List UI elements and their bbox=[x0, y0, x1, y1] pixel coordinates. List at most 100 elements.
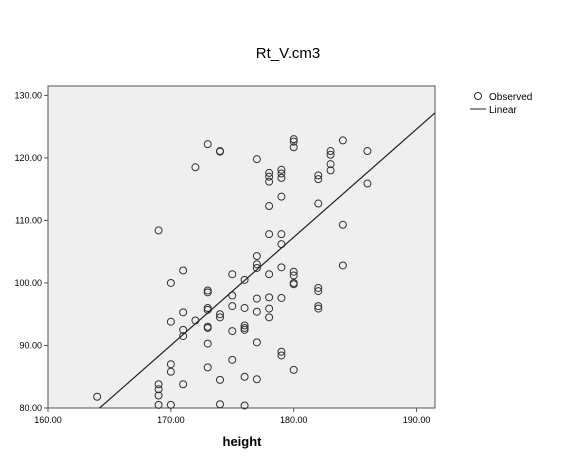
observed-point bbox=[277, 293, 286, 302]
observed-point bbox=[166, 278, 175, 287]
observed-point bbox=[166, 360, 175, 369]
observed-point bbox=[289, 271, 298, 280]
observed-point bbox=[277, 263, 286, 272]
observed-point bbox=[265, 172, 274, 181]
observed-point bbox=[203, 323, 212, 332]
observed-point bbox=[154, 226, 163, 235]
observed-point bbox=[265, 168, 274, 177]
observed-point bbox=[228, 270, 237, 279]
legend: Observed Linear bbox=[470, 92, 532, 116]
observed-point bbox=[314, 304, 323, 313]
observed-point bbox=[265, 177, 274, 186]
observed-point bbox=[363, 147, 372, 156]
observed-point bbox=[289, 137, 298, 146]
x-axis: 160.00 170.00 180.00 190.00 bbox=[34, 408, 430, 425]
observed-point bbox=[228, 355, 237, 364]
observed-point bbox=[326, 147, 335, 156]
observed-point bbox=[314, 283, 323, 292]
observed-point bbox=[240, 303, 249, 312]
observed-point bbox=[252, 260, 261, 269]
observed-point bbox=[179, 380, 188, 389]
observed-point bbox=[154, 380, 163, 389]
legend-observed-label: Observed bbox=[489, 92, 532, 103]
linear-fit-line bbox=[99, 112, 435, 408]
observed-point bbox=[191, 163, 200, 172]
observed-point bbox=[314, 199, 323, 208]
y-tick-label: 100.00 bbox=[14, 278, 42, 288]
observed-point bbox=[203, 339, 212, 348]
observed-point bbox=[179, 325, 188, 334]
observed-point bbox=[154, 391, 163, 400]
observed-point bbox=[252, 307, 261, 316]
x-axis-label: height bbox=[223, 434, 263, 449]
observed-point bbox=[338, 136, 347, 145]
observed-point bbox=[277, 165, 286, 174]
observed-point bbox=[338, 220, 347, 229]
observed-point bbox=[289, 135, 298, 144]
observed-point bbox=[314, 171, 323, 180]
observed-point bbox=[228, 302, 237, 311]
observed-point bbox=[265, 293, 274, 302]
observed-point bbox=[277, 351, 286, 360]
observed-point bbox=[252, 338, 261, 347]
observed-point bbox=[93, 392, 102, 401]
observed-point bbox=[240, 401, 249, 410]
observed-point bbox=[252, 155, 261, 164]
observed-point bbox=[326, 160, 335, 169]
observed-point bbox=[289, 267, 298, 276]
observed-point bbox=[265, 313, 274, 322]
observed-point bbox=[166, 400, 175, 409]
chart-title: Rt_V.cm3 bbox=[256, 45, 320, 62]
y-tick-label: 120.00 bbox=[14, 153, 42, 163]
observed-point bbox=[154, 400, 163, 409]
observed-point bbox=[216, 375, 224, 384]
legend-observed-marker bbox=[474, 92, 482, 100]
observed-point bbox=[166, 317, 175, 326]
observed-point bbox=[252, 263, 261, 272]
plot-area bbox=[47, 85, 436, 409]
observed-point bbox=[166, 367, 175, 376]
observed-point bbox=[289, 143, 298, 152]
observed-point bbox=[252, 252, 261, 261]
observed-point bbox=[216, 147, 224, 156]
observed-point bbox=[240, 325, 249, 334]
observed-point bbox=[252, 294, 261, 303]
observed-point bbox=[179, 332, 188, 341]
observed-point bbox=[265, 202, 274, 211]
y-tick-label: 110.00 bbox=[15, 215, 42, 225]
observed-point bbox=[216, 310, 224, 319]
observed-point bbox=[240, 321, 249, 330]
observed-point bbox=[203, 363, 212, 372]
observed-point bbox=[265, 230, 274, 239]
x-tick-label: 170.00 bbox=[157, 415, 185, 425]
observed-point bbox=[179, 266, 188, 275]
legend-linear-label: Linear bbox=[489, 105, 517, 116]
x-tick-label: 190.00 bbox=[403, 415, 431, 425]
observed-point bbox=[154, 385, 163, 394]
observed-point bbox=[314, 175, 323, 184]
observed-point bbox=[252, 375, 261, 384]
y-tick-label: 90.00 bbox=[19, 340, 42, 350]
observed-point bbox=[338, 261, 347, 270]
observed-point bbox=[265, 304, 274, 313]
observed-point bbox=[277, 169, 286, 178]
observed-point bbox=[289, 280, 298, 289]
observed-point bbox=[277, 173, 286, 182]
observed-point bbox=[277, 192, 286, 201]
observed-point bbox=[363, 179, 372, 188]
observed-point bbox=[240, 372, 249, 381]
observed-point bbox=[179, 308, 188, 317]
y-tick-label: 130.00 bbox=[14, 90, 42, 100]
observed-point bbox=[277, 347, 286, 356]
observed-point bbox=[326, 150, 335, 159]
observed-point bbox=[228, 327, 237, 336]
observed-point bbox=[203, 140, 212, 149]
observed-point bbox=[314, 302, 323, 311]
observed-point bbox=[240, 275, 249, 284]
x-tick-label: 160.00 bbox=[34, 415, 62, 425]
observed-point bbox=[216, 313, 224, 322]
observed-point bbox=[203, 288, 212, 297]
observed-point bbox=[216, 400, 224, 409]
observed-point bbox=[314, 287, 323, 296]
chart-marks bbox=[93, 112, 435, 410]
